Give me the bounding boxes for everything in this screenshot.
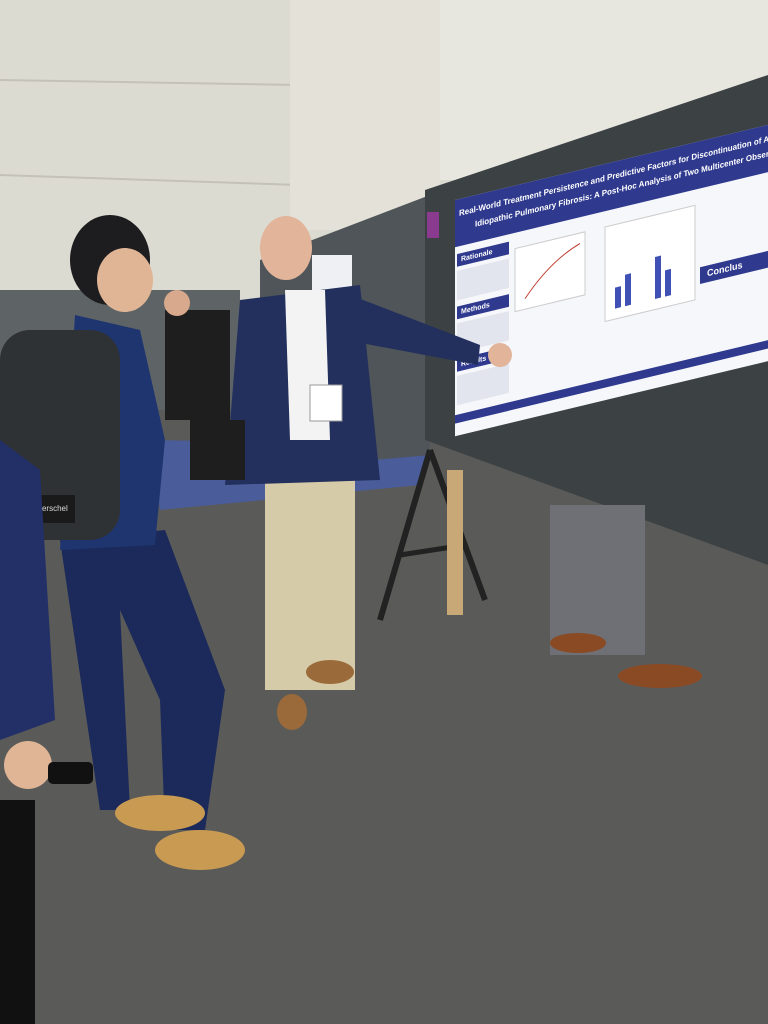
wooden-post [447,470,463,615]
board-tag [427,212,439,238]
trousers [265,470,355,690]
shoe [618,664,702,688]
background-person [164,290,245,480]
poster-bar [665,268,671,297]
wall-seam [0,79,301,86]
trousers [60,530,225,830]
poster-title-band [455,123,768,248]
head [164,290,190,316]
poster-bar [655,255,661,299]
legs [190,420,245,480]
poster-section-band [457,294,509,320]
poster-bar [625,273,631,307]
bag-brand: Herschel [36,504,68,513]
shoe [277,694,307,730]
poster-footer-band [455,338,768,424]
hand [488,343,512,367]
pillar [290,0,440,230]
badge [309,384,343,422]
visitor: Herschel [0,215,245,870]
poster-curve [524,243,581,299]
shoe [306,660,354,684]
torso [165,310,230,420]
poster-conclusion-band [700,250,768,284]
face [97,248,153,312]
arm [345,295,480,365]
foreground-leg [0,800,35,1024]
poster-section-text [457,363,509,406]
poster-bar [615,286,621,309]
poster-section-text [457,258,509,301]
wall-seam [0,174,301,186]
shoe [550,633,606,653]
presenter [225,216,512,730]
head [260,216,312,280]
phone [48,762,93,784]
shoe [115,795,205,831]
foreground-hand [4,741,52,789]
hidden-person-legs [550,505,645,655]
poster-section-band [457,241,509,267]
foreground-jacket [0,440,55,740]
shoe [155,830,245,870]
easel-leg [377,449,433,621]
